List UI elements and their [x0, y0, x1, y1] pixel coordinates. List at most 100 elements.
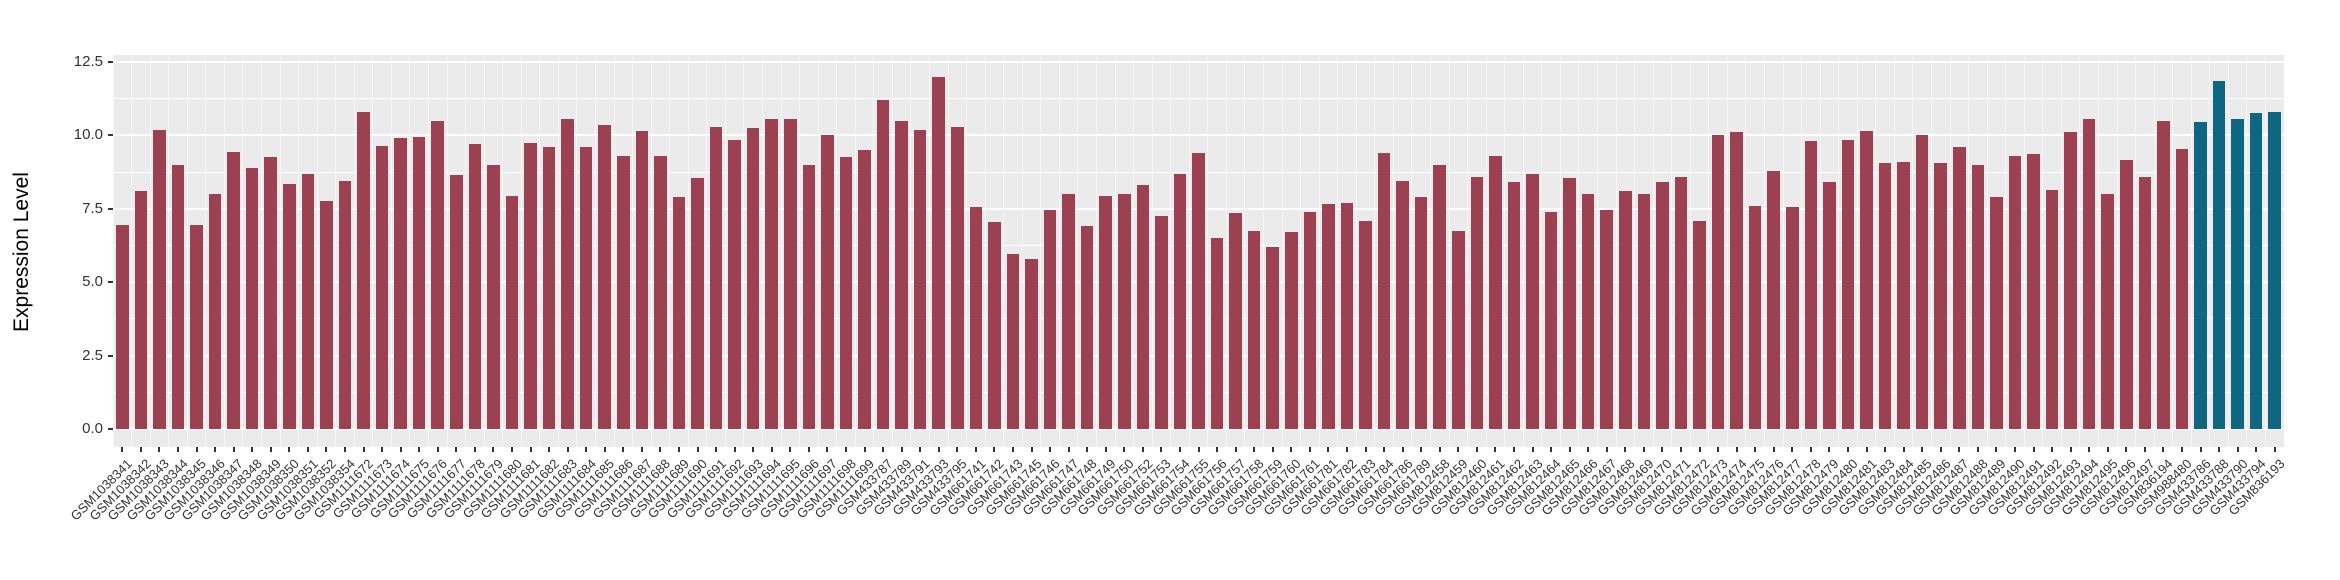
bar — [524, 142, 537, 429]
v-gridline — [1040, 55, 1042, 447]
x-tick-mark — [1420, 447, 1423, 452]
v-gridline — [576, 55, 578, 447]
x-tick-mark — [2143, 447, 2146, 452]
v-gridline — [2209, 55, 2211, 447]
x-tick-mark — [1011, 447, 1014, 452]
bar-highlight — [2194, 122, 2207, 429]
v-gridline — [223, 55, 225, 447]
bar — [617, 155, 630, 429]
bar — [2157, 120, 2170, 429]
v-gridline — [242, 55, 244, 447]
v-gridline — [1968, 55, 1970, 447]
v-gridline — [650, 55, 652, 447]
bar — [1544, 211, 1558, 429]
bar — [1210, 238, 1224, 429]
bar — [2175, 148, 2189, 429]
x-tick-mark — [1642, 447, 1645, 452]
bar — [672, 197, 686, 429]
x-tick-mark — [2218, 447, 2221, 452]
v-gridline — [2060, 55, 2062, 447]
v-gridline — [2023, 55, 2025, 447]
v-gridline — [1485, 55, 1487, 447]
x-tick-mark — [2106, 447, 2109, 452]
bar — [784, 119, 797, 429]
v-gridline — [1095, 55, 1097, 447]
bar — [1285, 232, 1298, 429]
v-gridline — [113, 55, 114, 447]
bar — [765, 119, 778, 429]
bar — [1823, 182, 1836, 429]
x-tick-mark — [529, 447, 532, 452]
bar — [1674, 176, 1688, 429]
v-gridline — [1188, 55, 1190, 447]
bar — [1377, 153, 1391, 429]
bar — [1340, 202, 1354, 429]
bar-highlight — [2249, 113, 2263, 429]
y-tick-mark — [108, 134, 113, 137]
v-gridline — [854, 55, 856, 447]
bar — [450, 175, 463, 429]
x-tick-mark — [993, 447, 996, 452]
v-gridline — [1541, 55, 1543, 447]
bar — [1359, 220, 1372, 429]
y-tick-label: 12.5 — [73, 53, 103, 70]
bar — [1452, 230, 1465, 429]
x-tick-mark — [1271, 447, 1274, 452]
v-gridline — [1596, 55, 1598, 447]
x-tick-mark — [306, 447, 309, 452]
bar — [1118, 194, 1131, 429]
x-tick-mark — [733, 447, 736, 452]
bar — [431, 120, 444, 429]
bar — [1953, 147, 1966, 429]
bar — [412, 136, 426, 429]
x-tick-mark — [362, 447, 365, 452]
v-gridline — [298, 55, 300, 447]
v-gridline — [353, 55, 355, 447]
y-tick-mark — [108, 61, 113, 63]
bar — [1600, 210, 1613, 429]
x-tick-mark — [1809, 447, 1812, 452]
x-tick-mark — [659, 447, 662, 452]
x-tick-mark — [1884, 447, 1887, 452]
x-tick-mark — [2162, 447, 2165, 452]
x-tick-mark — [121, 447, 124, 452]
v-gridline — [260, 55, 262, 447]
x-tick-mark — [956, 447, 959, 452]
x-tick-mark — [919, 447, 922, 452]
x-tick-mark — [1067, 447, 1070, 452]
bar — [598, 125, 611, 429]
bar — [1860, 130, 1873, 429]
v-gridline — [1021, 55, 1023, 447]
x-tick-mark — [1475, 447, 1478, 452]
x-tick-mark — [1327, 447, 1330, 452]
v-gridline — [409, 55, 411, 447]
bar — [1581, 194, 1595, 429]
bar — [1748, 205, 1762, 429]
v-gridline — [2079, 55, 2081, 447]
v-gridline — [1392, 55, 1394, 447]
x-tick-mark — [2069, 447, 2072, 452]
x-tick-mark — [232, 447, 235, 452]
bar — [1062, 194, 1075, 429]
bar — [1229, 213, 1242, 429]
x-tick-mark — [1178, 447, 1181, 452]
x-tick-mark — [1345, 447, 1348, 452]
bar — [1971, 164, 1985, 429]
v-gridline — [1652, 55, 1654, 447]
x-tick-mark — [548, 447, 551, 452]
bar — [394, 138, 407, 429]
v-gridline — [1522, 55, 1524, 447]
v-gridline — [1225, 55, 1227, 447]
bar — [1804, 141, 1818, 429]
bar — [2138, 176, 2152, 429]
x-tick-mark — [214, 447, 217, 452]
x-tick-mark — [1939, 447, 1942, 452]
v-gridline — [1782, 55, 1784, 447]
v-gridline — [1615, 55, 1617, 447]
x-tick-mark — [1141, 447, 1144, 452]
bar — [2027, 154, 2040, 429]
x-tick-mark — [510, 447, 513, 452]
y-tick-label: 7.5 — [82, 199, 103, 217]
v-gridline — [799, 55, 801, 447]
bar — [1990, 197, 2003, 429]
